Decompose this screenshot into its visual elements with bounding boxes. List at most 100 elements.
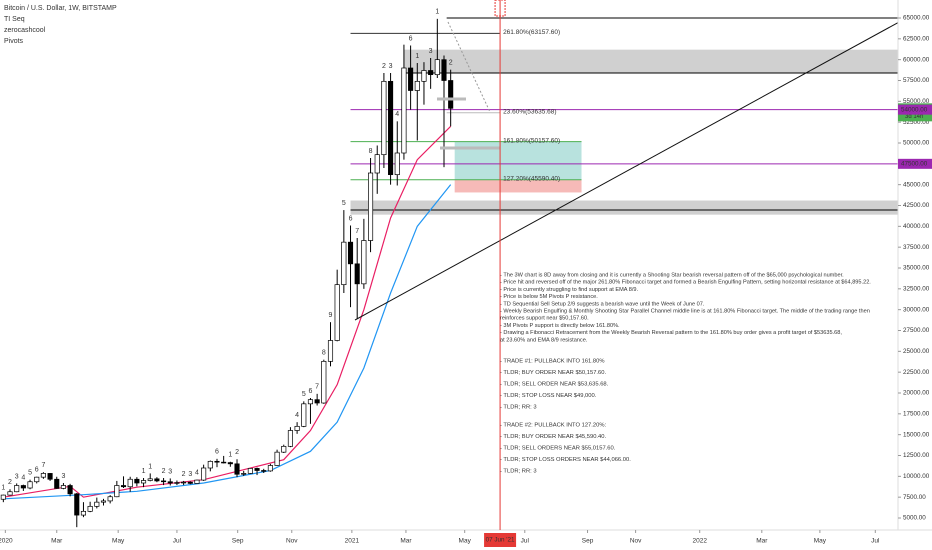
y-tick-label: 10000.00 (903, 473, 930, 480)
price-tag-label: 54000.00 (901, 106, 928, 113)
candle-body (140, 480, 147, 484)
y-tick-label: 42500.00 (903, 202, 930, 209)
date-marker-flag (494, 0, 506, 17)
y-tick-label: 17500.00 (903, 411, 930, 418)
legend-entry: TI Seq (4, 16, 25, 23)
candle-body (368, 172, 374, 241)
y-tick-label: 60000.00 (903, 56, 930, 63)
y-tick-label: 35000.00 (903, 265, 930, 272)
candle-body (381, 80, 387, 156)
candle-body (361, 240, 367, 285)
level-label: 261.80%(63157.60) (503, 29, 560, 36)
candle-body (47, 473, 53, 480)
x-tick-label: Mar (400, 538, 412, 545)
x-tick-label: Sep (232, 538, 244, 545)
note-line: - Price is below 5M Pivots P resistance. (500, 294, 598, 300)
y-tick-label: 45000.00 (903, 181, 930, 188)
x-tick-label: 2020 (0, 538, 13, 545)
price-tag-sub: 3d 14h (905, 114, 923, 120)
x-tick-label: Jul (173, 538, 182, 545)
td-count: 8 (322, 350, 326, 357)
td-count: 7 (41, 462, 45, 469)
level-label: 23.60%(53635.68) (503, 108, 556, 115)
candle-body (441, 59, 447, 81)
y-tick-label: 40000.00 (903, 223, 930, 230)
candle-body (354, 263, 360, 285)
candle-body (154, 478, 160, 482)
y-tick-label: 50000.00 (903, 140, 930, 147)
date-label: 07 Jun '21 (486, 537, 515, 544)
note-line: - Drawing a Fibonacci Retracement from t… (500, 330, 842, 336)
legend-entry: Pivots (4, 38, 24, 45)
y-tick-label: 15000.00 (903, 431, 930, 438)
x-tick-label: May (459, 538, 472, 545)
candle-body (207, 460, 213, 469)
x-tick-label: Mar (51, 538, 63, 545)
candle-body (120, 485, 127, 488)
price-tag-label: 47500.00 (901, 161, 928, 168)
td-count: 1 (435, 9, 439, 16)
x-tick-label: Nov (286, 538, 298, 545)
y-tick-label: 65000.00 (903, 15, 930, 22)
candle-body (321, 360, 327, 404)
trade-line: - TLDR; BUY ORDER NEAR $50,157.60. (500, 370, 606, 376)
td-count: 1 (415, 53, 419, 60)
candle-body (401, 67, 407, 154)
x-tick-label: Mar (756, 538, 768, 545)
y-tick-label: 12500.00 (903, 452, 930, 459)
candle-body (74, 493, 80, 516)
trade-line: - TLDR; STOP LOSS NEAR $49,000. (500, 393, 597, 399)
candle-body (281, 445, 287, 453)
candle-body (301, 403, 307, 427)
trade-line: - TLDR; SELL ORDER NEAR $53,635.68. (500, 382, 609, 388)
note-line: at 23.60% and EMA 8/9 resistance. (500, 337, 588, 343)
candle-body (60, 485, 66, 489)
td-count: 1 (1, 485, 5, 492)
candle-body (127, 478, 133, 488)
legend-entry: Bitcoin / U.S. Dollar, 1W, BITSTAMP (4, 5, 117, 12)
y-tick-label: 20000.00 (903, 390, 930, 397)
candle-body (0, 494, 6, 500)
td-count: 2 (449, 60, 453, 67)
note-line: - TD Sequential Sell Setup 2/9 suggests … (500, 301, 705, 307)
candle-body (247, 468, 253, 474)
candle-body (414, 80, 420, 91)
candle-body (214, 460, 220, 463)
y-tick-label: 57500.00 (903, 77, 930, 84)
candle-body (147, 478, 153, 481)
note-line: reinforces support near $50,157.60. (500, 316, 589, 322)
y-tick-label: 52500.00 (903, 119, 930, 126)
target-box (454, 179, 582, 193)
candle-body (174, 482, 180, 484)
td-count: 4 (295, 412, 299, 419)
price-tag (898, 104, 932, 115)
td-count: 3 (168, 468, 172, 475)
level-label: 127.20%(45590.40) (503, 175, 560, 182)
candle-body (87, 505, 93, 512)
y-tick-label: 62500.00 (903, 36, 930, 43)
td-count: 3 (15, 473, 19, 480)
trade-line: - TRADE #2: PULLBACK INTO 127.20%: (500, 423, 606, 429)
candle-body (54, 478, 60, 489)
candle-body (201, 467, 207, 481)
y-tick-label: 7500.00 (903, 494, 926, 501)
candle-body (334, 284, 340, 341)
note-line: - Price hit and reversed off of the majo… (500, 280, 871, 286)
candle-body (428, 70, 434, 76)
candle-body (448, 80, 454, 109)
x-tick-label: Jul (871, 538, 880, 545)
td-count: 1 (228, 452, 232, 459)
candle-body (161, 480, 167, 483)
x-tick-label: 2021 (345, 538, 360, 545)
td-count: 1 (142, 468, 146, 475)
candle-body (307, 399, 314, 405)
x-tick-label: May (112, 538, 125, 545)
td-count: 7 (355, 228, 359, 235)
td-count: 2 (382, 63, 386, 70)
candle-body (267, 465, 273, 472)
candle-body (107, 496, 113, 502)
td-count: 6 (409, 35, 413, 42)
td-count: 9 (329, 312, 333, 319)
y-tick-label: 27500.00 (903, 327, 930, 334)
